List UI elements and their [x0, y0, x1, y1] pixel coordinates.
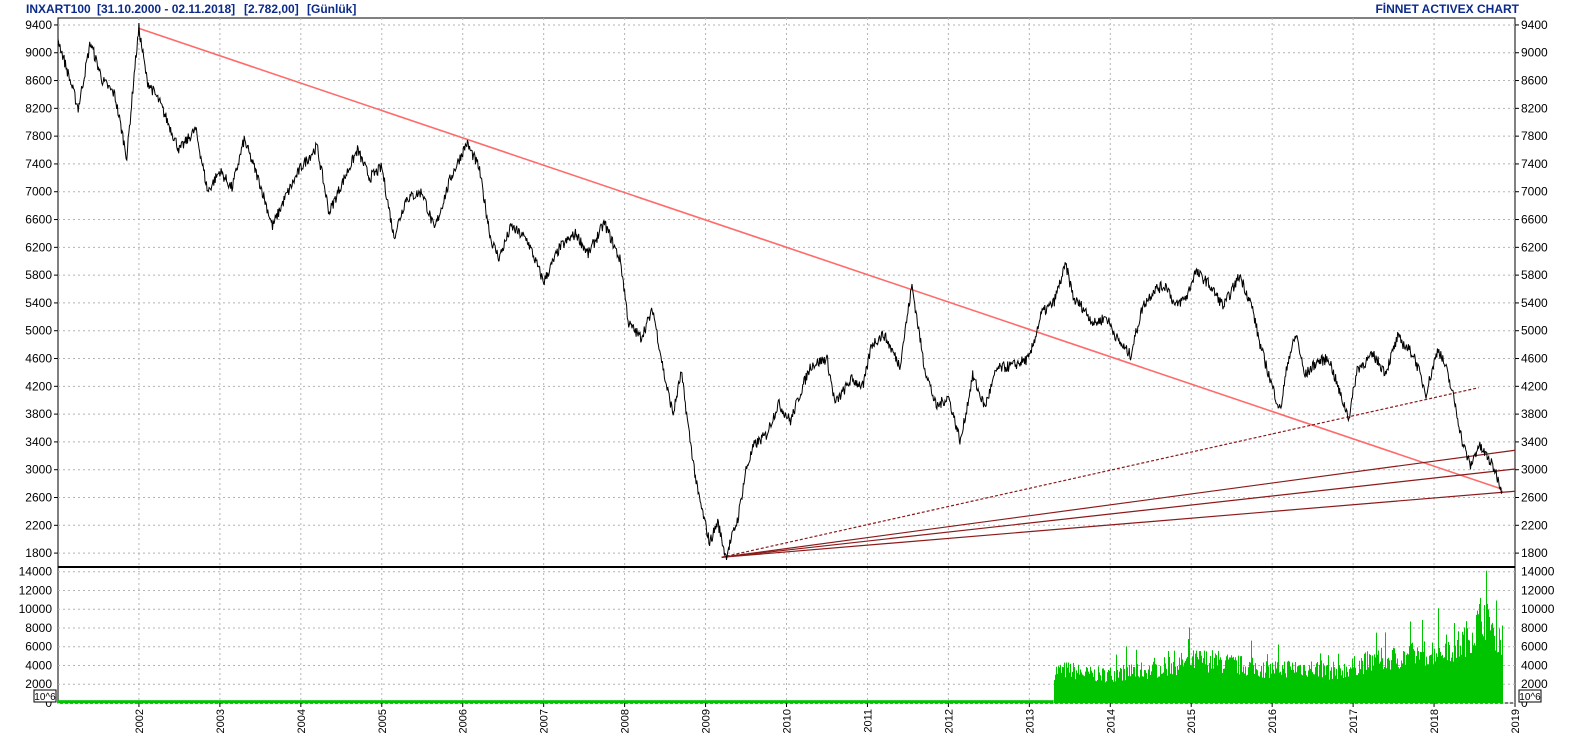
volume-tick-label-left: 10000 [19, 602, 53, 616]
volume-tick-label-right: 0 [1521, 696, 1528, 710]
grid [58, 18, 1515, 704]
x-tick-label: 2009 [701, 709, 713, 733]
y-tick-label-left: 1800 [25, 546, 52, 560]
y-tick-label-left: 9400 [25, 18, 52, 32]
trendline [721, 449, 1516, 558]
trendline [721, 468, 1516, 558]
volume-tick-label-left: 8000 [25, 621, 52, 635]
y-axis-ticks: 1800 1800 2200 2200 2600 2600 3000 3000 3400 3400… [19, 18, 1555, 710]
y-tick-label-right: 5800 [1521, 268, 1548, 282]
trendline [138, 27, 1503, 490]
y-tick-label-right: 1800 [1521, 546, 1548, 560]
y-tick-label-left: 9000 [25, 46, 52, 60]
y-tick-label-right: 5000 [1521, 324, 1548, 338]
x-axis-ticks: 2002 2003 2004 2005 2006 2007 2008 2009 2010 2011… [134, 703, 1522, 733]
y-tick-label-left: 8200 [25, 101, 52, 115]
trendlines [138, 27, 1516, 558]
y-tick-label-left: 2600 [25, 491, 52, 505]
y-tick-label-left: 3000 [25, 463, 52, 477]
volume-tick-label-left: 12000 [19, 583, 53, 597]
x-tick-label: 2017 [1348, 709, 1360, 733]
x-tick-label: 2007 [539, 709, 551, 733]
volume-tick-label-left: 14000 [19, 565, 53, 579]
x-tick-label: 2011 [862, 709, 874, 733]
volume-tick-label-left: 6000 [25, 640, 52, 654]
volume-baseline-bar [58, 700, 1054, 703]
y-tick-label-right: 5400 [1521, 296, 1548, 310]
chart-header-brand: FİNNET ACTIVEX CHART [1375, 1, 1519, 16]
chart-header-last: [2.782,00] [244, 2, 299, 16]
chart-header-range: [31.10.2000 - 02.11.2018] [97, 2, 235, 16]
x-tick-label: 2008 [620, 709, 632, 733]
price-line [57, 22, 1503, 560]
y-tick-label-right: 9400 [1521, 18, 1548, 32]
y-tick-label-left: 7400 [25, 157, 52, 171]
volume-unit-box-right [1518, 689, 1542, 703]
volume-unit-right: 10^6 [1519, 692, 1541, 703]
y-tick-label-left: 8600 [25, 74, 52, 88]
x-tick-label: 2013 [1024, 709, 1036, 733]
volume-bars [58, 570, 1503, 703]
x-tick-label: 2015 [1186, 709, 1198, 733]
y-tick-label-left: 4200 [25, 379, 52, 393]
chart-header-period: [Günlük] [307, 2, 356, 16]
y-tick-label-left: 7000 [25, 185, 52, 199]
x-tick-label: 2003 [215, 709, 227, 733]
y-tick-label-right: 3000 [1521, 463, 1548, 477]
y-tick-label-left: 6600 [25, 213, 52, 227]
volume-tick-label-left: 2000 [25, 677, 52, 691]
x-tick-label: 2012 [943, 709, 955, 733]
y-tick-label-right: 8600 [1521, 74, 1548, 88]
y-tick-label-right: 7000 [1521, 185, 1548, 199]
y-tick-label-right: 4600 [1521, 352, 1548, 366]
y-tick-label-left: 4600 [25, 352, 52, 366]
x-tick-label: 2010 [782, 709, 794, 733]
trendline [721, 490, 1516, 558]
y-tick-label-right: 7400 [1521, 157, 1548, 171]
price-series [57, 22, 1503, 560]
y-tick-label-right: 3800 [1521, 407, 1548, 421]
y-tick-label-left: 3400 [25, 435, 52, 449]
y-tick-label-left: 5800 [25, 268, 52, 282]
y-tick-label-right: 3400 [1521, 435, 1548, 449]
y-tick-label-right: 9000 [1521, 46, 1548, 60]
y-tick-label-left: 5400 [25, 296, 52, 310]
y-tick-label-right: 2600 [1521, 491, 1548, 505]
chart-header-symbol: INXART100 [26, 2, 91, 16]
volume-tick-label-left: 0 [45, 696, 52, 710]
y-tick-label-right: 2200 [1521, 518, 1548, 532]
volume-tick-label-right: 4000 [1521, 658, 1548, 672]
y-tick-label-left: 6200 [25, 240, 52, 254]
volume-tick-label-right: 6000 [1521, 640, 1548, 654]
volume-tick-label-right: 10000 [1521, 602, 1555, 616]
volume-tick-label-right: 14000 [1521, 565, 1555, 579]
x-tick-label: 2018 [1429, 709, 1441, 733]
y-tick-label-right: 8200 [1521, 101, 1548, 115]
volume-tick-label-right: 8000 [1521, 621, 1548, 635]
y-tick-label-right: 4200 [1521, 379, 1548, 393]
volume-tick-label-right: 12000 [1521, 583, 1555, 597]
x-tick-label: 2016 [1267, 709, 1279, 733]
y-tick-label-right: 6200 [1521, 240, 1548, 254]
y-tick-label-left: 2200 [25, 518, 52, 532]
x-tick-label: 2004 [296, 709, 308, 733]
volume-unit-box-left [33, 689, 57, 703]
volume-unit-left: 10^6 [34, 692, 56, 703]
x-tick-label: 2006 [458, 709, 470, 733]
y-tick-label-right: 6600 [1521, 213, 1548, 227]
x-tick-label: 2002 [134, 709, 146, 733]
y-tick-label-right: 7800 [1521, 129, 1548, 143]
x-tick-label: 2019 [1510, 709, 1522, 733]
trendline-dashed [721, 387, 1479, 558]
x-tick-label: 2014 [1105, 709, 1117, 733]
y-tick-label-left: 3800 [25, 407, 52, 421]
volume-tick-label-left: 4000 [25, 658, 52, 672]
y-tick-label-left: 7800 [25, 129, 52, 143]
x-tick-label: 2005 [377, 709, 389, 733]
y-tick-label-left: 5000 [25, 324, 52, 338]
volume-tick-label-right: 2000 [1521, 677, 1548, 691]
